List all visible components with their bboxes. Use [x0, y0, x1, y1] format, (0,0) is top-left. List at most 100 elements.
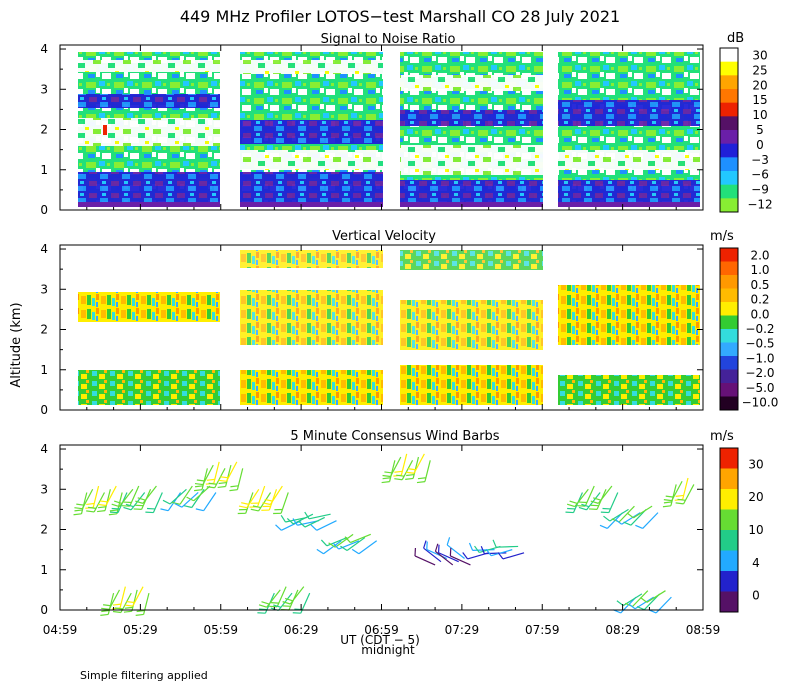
y-tick-label: 0 — [40, 203, 48, 217]
wind-barb-flag — [304, 511, 310, 520]
wind-barb — [323, 540, 342, 555]
colorbar-label: 2.0 — [750, 248, 769, 262]
y-tick-label: 0 — [40, 403, 48, 417]
wind-barb — [104, 489, 111, 511]
wind-barb-flag — [332, 542, 340, 550]
colorbar-label: −5.0 — [745, 381, 774, 395]
wind-barb — [281, 520, 302, 531]
wind-barb-flag — [566, 503, 575, 508]
colorbar-swatch — [720, 184, 738, 199]
wind-barb — [132, 586, 144, 607]
wind-barb-flag — [194, 482, 203, 486]
wind-barb — [413, 453, 425, 474]
wind-barb-flag — [344, 536, 351, 543]
colorbar-swatch — [720, 248, 738, 262]
x-tick-label: 08:59 — [686, 623, 721, 637]
wind-barb — [107, 592, 115, 615]
wind-barb-flag — [135, 613, 144, 616]
wind-barb-flag — [382, 477, 391, 480]
wind-barb-flag — [298, 521, 306, 528]
vv-panel: Vertical Velocity — [59, 229, 704, 411]
colorbar-swatch — [720, 143, 738, 158]
y-tick-label: 4 — [40, 42, 48, 56]
wind-barb-flag — [328, 542, 336, 548]
wind-barb — [632, 590, 649, 607]
wind-barb-flag — [663, 499, 672, 502]
colorbar-label: 15 — [752, 93, 767, 107]
colorbar-frame — [719, 447, 739, 613]
wind-barb-flag — [492, 539, 497, 548]
x-tick-label: 07:59 — [525, 623, 560, 637]
wind-barb-flag — [434, 543, 439, 552]
colorbar-swatch — [720, 329, 738, 343]
snr-panel: Signal to Noise Ratio — [59, 32, 704, 211]
y-tick-label: 3 — [40, 282, 48, 296]
wind-barb-flag — [423, 540, 427, 549]
y-tick-label: 3 — [40, 482, 48, 496]
wind-colorbar: 30 20 10 4 0 — [719, 447, 764, 613]
wind-barb — [642, 512, 659, 529]
colorbar-label: 0 — [756, 138, 764, 152]
vv-units: m/s — [710, 229, 734, 244]
wind-barb — [412, 456, 420, 479]
wind-barb — [81, 488, 94, 509]
colorbar-label: −0.2 — [745, 322, 774, 336]
y-axis-label: Altitude (km) — [9, 302, 24, 387]
wind-barb-flag — [238, 505, 247, 509]
footnote: Simple filtering applied — [80, 669, 208, 682]
wind-barb-flag — [108, 513, 117, 516]
wind-barb — [169, 488, 187, 505]
wind-barb — [446, 544, 465, 559]
wind-barb — [670, 484, 677, 506]
colorbar-swatch — [720, 157, 738, 172]
colorbar-swatch — [720, 356, 738, 370]
colorbar-swatch — [720, 75, 738, 90]
y-tick-label: 2 — [40, 523, 48, 537]
colorbar-label: 10 — [748, 523, 763, 537]
wind-barb — [334, 533, 354, 548]
wind-barbs-group — [73, 453, 695, 616]
wind-barb-flag — [636, 606, 645, 611]
wind-barb-flag — [320, 539, 328, 547]
wind-barb-flag — [407, 468, 416, 471]
y-tick-label: 2 — [40, 323, 48, 337]
wind-barb — [225, 464, 232, 487]
x-tick-label: 06:59 — [364, 623, 399, 637]
wind-barb-flag — [88, 506, 97, 509]
wind-barb-flag — [614, 518, 623, 525]
wind-barb-flag — [275, 524, 282, 531]
time-ticks: 04:59 05:29 05:59 06:29 06:59 07:29 07:59 08:29… — [43, 45, 721, 637]
colorbar-swatch — [720, 171, 738, 186]
wind-barb — [225, 461, 238, 482]
wind-barb — [276, 586, 287, 608]
wind-barb-flag — [125, 503, 134, 508]
wind-barb-flag — [626, 512, 634, 519]
wind-barb-flag — [124, 606, 133, 609]
wind-barb — [179, 485, 193, 505]
colorbar-swatch — [720, 302, 738, 316]
vv-colorbar: 2.01.00.50.20.0−0.2−0.5−1.0−2.0−5.0−10.0 — [719, 247, 779, 411]
colorbar-swatch — [720, 116, 738, 131]
wind-barb-flag — [316, 548, 324, 555]
colorbar-label: −10.0 — [742, 396, 779, 410]
wind-units: m/s — [710, 429, 734, 444]
wind-barb-flag — [186, 496, 194, 502]
colorbar-swatch — [720, 509, 738, 531]
wind-barb — [202, 464, 214, 485]
wind-barb-flag — [196, 479, 205, 482]
wind-barb-flag — [282, 601, 291, 605]
wind-barb-flag — [665, 495, 674, 498]
wind-barb-flag — [446, 537, 451, 546]
colorbar-swatch — [720, 275, 738, 289]
wind-barb-flag — [340, 545, 348, 551]
wind-barb-flag — [635, 524, 643, 529]
wind-barb — [181, 492, 199, 508]
wind-barb — [246, 488, 260, 509]
wind-barb-flag — [123, 610, 132, 613]
wind-barb-flag — [162, 499, 171, 505]
colorbar-frame — [719, 247, 739, 411]
wind-barb — [426, 548, 448, 560]
wind-barb-flag — [264, 498, 273, 502]
wind-barb-flag — [97, 506, 107, 509]
